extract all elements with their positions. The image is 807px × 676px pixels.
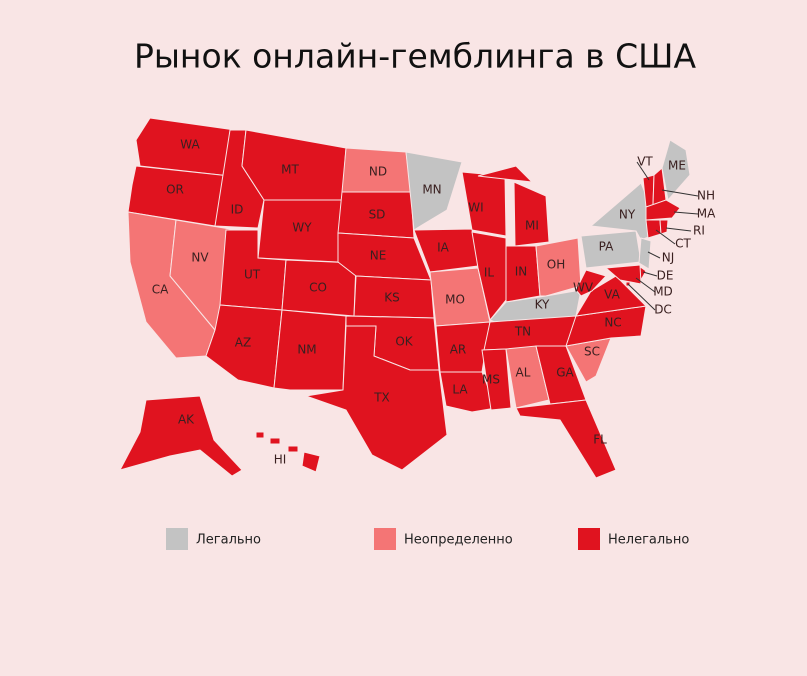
- state-shape: [513, 181, 550, 247]
- state-label: NM: [297, 343, 316, 357]
- state-shape: [287, 445, 299, 453]
- state-shape: [273, 309, 347, 391]
- state-label: RI: [693, 224, 705, 238]
- labels: WA OR CA NV ID MT WY UT CO AZ NM ND SD NE KS OK TX MN IA MO…: [152, 138, 716, 467]
- state-label: WI: [468, 201, 483, 215]
- state-label: MI: [525, 219, 539, 233]
- state-label: IN: [515, 265, 528, 279]
- state-label: MS: [482, 373, 500, 387]
- state-shape: [575, 269, 607, 297]
- state-label: CO: [309, 281, 327, 295]
- state-shape: [471, 231, 507, 322]
- state-shape: [305, 325, 448, 471]
- state-label: VT: [637, 155, 653, 169]
- state-label: UT: [244, 268, 261, 282]
- state-label: MT: [281, 163, 299, 177]
- state-label: NY: [619, 208, 636, 222]
- legend-swatch: [166, 528, 188, 550]
- leader-line: [665, 227, 692, 232]
- state-label: ME: [668, 159, 686, 173]
- state-label: AL: [516, 366, 531, 380]
- state-shape: [301, 451, 321, 473]
- state-label: AK: [178, 413, 195, 427]
- state-label: WA: [180, 138, 200, 152]
- legend-label: Нелегально: [608, 533, 689, 548]
- state-label: OR: [166, 183, 184, 197]
- state-label: GA: [556, 366, 574, 380]
- state-shape: [119, 395, 243, 477]
- state-label: SC: [584, 345, 600, 359]
- state-label: IL: [484, 266, 495, 280]
- state-label: MA: [697, 207, 716, 221]
- state-label: KY: [535, 298, 550, 312]
- state-label: PA: [599, 240, 614, 254]
- state-label: AR: [450, 343, 467, 357]
- state-shape: [535, 237, 582, 297]
- state-shape: [481, 348, 512, 411]
- state-shape: [659, 219, 669, 235]
- state-shape: [645, 199, 681, 221]
- state-label: ND: [369, 165, 387, 179]
- state-label: ID: [231, 203, 244, 217]
- state-shape: [661, 139, 691, 202]
- leader-line: [647, 251, 661, 259]
- legend-swatch: [374, 528, 396, 550]
- state-label: NH: [697, 189, 715, 203]
- state-shape: [269, 437, 281, 445]
- legend-label: Легально: [196, 533, 261, 548]
- state-label: TX: [373, 391, 390, 405]
- state-label: DC: [654, 303, 672, 317]
- state-label: DE: [657, 269, 674, 283]
- state-label: CT: [675, 237, 691, 251]
- state-label: MN: [422, 183, 441, 197]
- leader-line: [635, 277, 656, 293]
- leader-line: [655, 229, 676, 245]
- state-label: VA: [604, 288, 620, 302]
- state-label: CA: [152, 283, 169, 297]
- state-label: HI: [274, 453, 287, 467]
- state-shape: [439, 371, 497, 413]
- state-shape: [515, 399, 617, 479]
- state-label: NC: [604, 316, 621, 330]
- state-label: WV: [573, 281, 594, 295]
- leader-line: [642, 271, 658, 277]
- legend-label: Неопределенно: [404, 533, 513, 548]
- states: [119, 117, 691, 479]
- state-label: AZ: [235, 336, 251, 350]
- state-shape: [604, 264, 642, 285]
- title: Рынок онлайн-гемблинга в США: [134, 37, 696, 76]
- state-label: LA: [452, 383, 468, 397]
- state-label: MD: [653, 285, 673, 299]
- state-label: FL: [593, 433, 607, 447]
- state-shape: [645, 219, 662, 239]
- state-label: TN: [514, 325, 531, 339]
- leader-line: [627, 283, 656, 311]
- leader-line: [661, 189, 699, 197]
- leader-line: [673, 211, 699, 215]
- state-shape: [638, 237, 652, 270]
- state-label: KS: [384, 291, 400, 305]
- state-label: NE: [370, 249, 387, 263]
- state-label: WY: [292, 221, 312, 235]
- state-label: OK: [395, 335, 413, 349]
- state-label: MO: [445, 293, 465, 307]
- leader-line: [636, 161, 650, 181]
- state-label: NV: [191, 251, 209, 265]
- state-label: IA: [437, 241, 450, 255]
- state-shape: [255, 431, 265, 439]
- state-shape: [477, 165, 534, 183]
- legend: Легально Неопределенно Нелегально: [166, 528, 689, 550]
- state-label: NJ: [662, 251, 675, 265]
- state-label: OH: [547, 258, 565, 272]
- legend-swatch: [578, 528, 600, 550]
- state-shape: [405, 151, 463, 231]
- state-label: SD: [369, 208, 386, 222]
